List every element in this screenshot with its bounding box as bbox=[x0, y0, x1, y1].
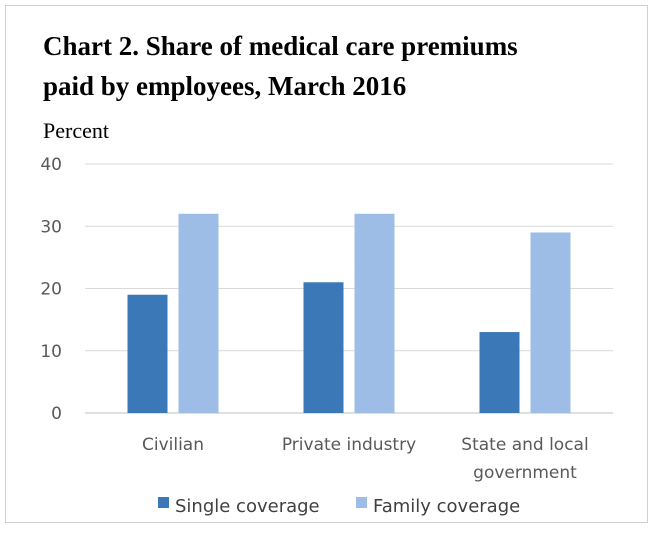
bar-single-2 bbox=[479, 332, 520, 413]
y-axis-label: Percent bbox=[43, 118, 109, 143]
bar-family-2 bbox=[530, 232, 571, 413]
bar-family-1 bbox=[354, 213, 395, 413]
bar-family-0 bbox=[178, 213, 219, 413]
legend-swatch bbox=[158, 497, 169, 508]
y-tick-label: 40 bbox=[40, 155, 62, 175]
x-tick-label: Civilian bbox=[142, 435, 204, 455]
bar-single-1 bbox=[303, 282, 344, 413]
x-tick-label: government bbox=[473, 463, 577, 483]
chart-title: Chart 2. Share of medical care premiums … bbox=[43, 31, 518, 101]
y-tick-label: 10 bbox=[40, 342, 62, 362]
x-tick-label: State and local bbox=[461, 435, 588, 455]
y-tick-label: 0 bbox=[51, 404, 62, 424]
legend-swatch bbox=[356, 497, 367, 508]
legend-label: Single coverage bbox=[175, 496, 320, 517]
bar-single-0 bbox=[127, 294, 168, 413]
x-tick-label: Private industry bbox=[282, 435, 416, 455]
y-tick-label: 20 bbox=[40, 280, 62, 300]
legend-label: Family coverage bbox=[373, 496, 520, 517]
y-tick-label: 30 bbox=[40, 217, 62, 237]
